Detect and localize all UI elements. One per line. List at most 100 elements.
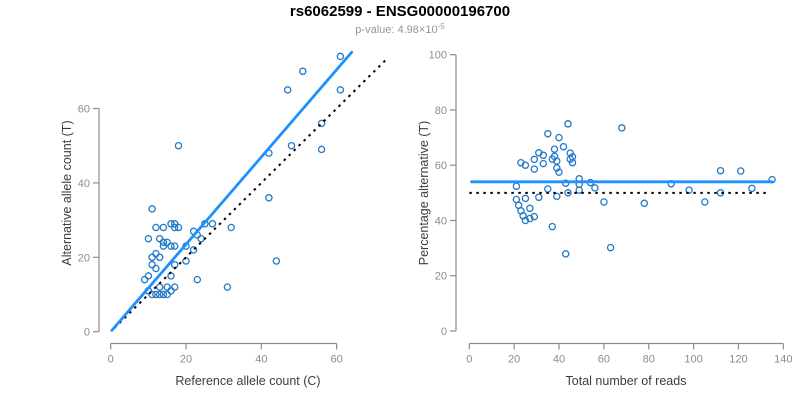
data-point: [530, 155, 539, 164]
x-tick-label: 0: [108, 354, 114, 366]
data-point: [170, 242, 179, 250]
data-point: [163, 238, 171, 247]
data-point: [283, 86, 292, 94]
data-point: [152, 249, 160, 258]
data-point: [144, 272, 153, 280]
pvalue-exponent: -5: [437, 22, 445, 31]
y-tick-label: 20: [78, 252, 90, 264]
data-point: [618, 124, 626, 132]
left-x-axis-title: Reference allele count (C): [175, 374, 321, 388]
right-panel: 0 20 40 60 80 100 0 20 40 60 80 100 120 140: [429, 50, 793, 366]
data-point: [167, 242, 175, 250]
data-point: [317, 119, 326, 128]
data-point: [287, 141, 296, 150]
data-point: [155, 253, 164, 262]
figure-subtitle: p-value: 4.98×10-5: [0, 22, 800, 36]
y-tick-label: 20: [435, 271, 447, 283]
x-tick-label: 120: [729, 354, 747, 366]
left-panel: 0 20 40 60 0 20 40 60: [78, 50, 387, 366]
data-point: [521, 194, 530, 203]
x-tick-label: 140: [774, 354, 792, 366]
data-point: [555, 133, 563, 142]
data-point: [748, 184, 756, 193]
y-tick-label: 40: [435, 215, 447, 227]
x-tick-label: 40: [255, 354, 267, 366]
data-point: [685, 186, 693, 194]
data-point: [197, 234, 205, 243]
data-point: [512, 182, 521, 190]
data-point: [317, 145, 326, 154]
data-point: [736, 167, 745, 175]
data-point: [155, 234, 164, 243]
data-point: [163, 283, 171, 291]
data-point: [539, 159, 548, 168]
data-point: [548, 222, 557, 231]
data-point: [553, 164, 561, 172]
x-tick-label: 20: [180, 354, 192, 366]
x-tick-label: 40: [553, 354, 565, 366]
data-point: [140, 275, 149, 284]
data-point: [144, 234, 153, 243]
data-point: [550, 145, 559, 153]
right-x-axis-title: Total number of reads: [565, 374, 687, 388]
x-tick-label: 60: [598, 354, 610, 366]
data-point: [591, 184, 599, 192]
data-point: [148, 253, 156, 262]
data-point: [174, 223, 183, 232]
data-point: [561, 179, 570, 187]
identity-line: [113, 59, 387, 329]
data-point: [564, 120, 572, 128]
data-point: [167, 272, 175, 280]
data-point: [530, 212, 539, 221]
data-point: [163, 290, 171, 299]
data-point: [148, 290, 156, 299]
y-tick-label: 60: [78, 104, 90, 116]
data-point: [152, 290, 160, 299]
right-y-axis-title: Percentage alternative (T): [417, 120, 431, 266]
data-point: [182, 257, 190, 265]
y-tick-label: 80: [435, 105, 447, 117]
x-tick-label: 0: [466, 354, 472, 366]
y-tick-label: 0: [441, 326, 447, 338]
data-point: [600, 198, 608, 206]
data-point: [299, 67, 307, 76]
data-point: [189, 246, 198, 254]
data-point: [155, 290, 164, 299]
fit-line: [110, 50, 354, 332]
data-point: [521, 216, 530, 225]
data-point: [544, 185, 552, 193]
x-tick-label: 60: [331, 354, 343, 366]
data-point: [167, 287, 175, 295]
data-point: [170, 223, 179, 232]
data-point: [701, 198, 709, 206]
data-point: [336, 52, 345, 61]
data-point: [539, 151, 548, 160]
data-point: [227, 223, 235, 232]
data-point: [159, 238, 168, 247]
data-point: [526, 214, 534, 223]
data-point: [174, 141, 183, 150]
data-point: [640, 199, 649, 208]
data-point: [575, 186, 583, 194]
data-point: [159, 290, 168, 299]
data-point: [517, 158, 525, 167]
data-point: [159, 223, 168, 232]
data-point: [265, 194, 273, 202]
left-y-axis-title: Alternative allele count (T): [60, 120, 74, 266]
y-tick-label: 0: [84, 327, 90, 339]
data-point: [544, 129, 552, 138]
data-point: [548, 155, 557, 163]
data-point: [193, 275, 202, 284]
data-point: [336, 86, 345, 94]
data-point: [170, 260, 179, 269]
data-point: [553, 192, 561, 201]
data-point: [208, 220, 217, 228]
data-point: [530, 165, 539, 173]
data-point: [535, 193, 543, 202]
data-point: [148, 260, 156, 269]
data-point: [561, 250, 570, 258]
x-tick-label: 80: [643, 354, 655, 366]
x-tick-label: 20: [508, 354, 520, 366]
data-point: [223, 283, 232, 291]
